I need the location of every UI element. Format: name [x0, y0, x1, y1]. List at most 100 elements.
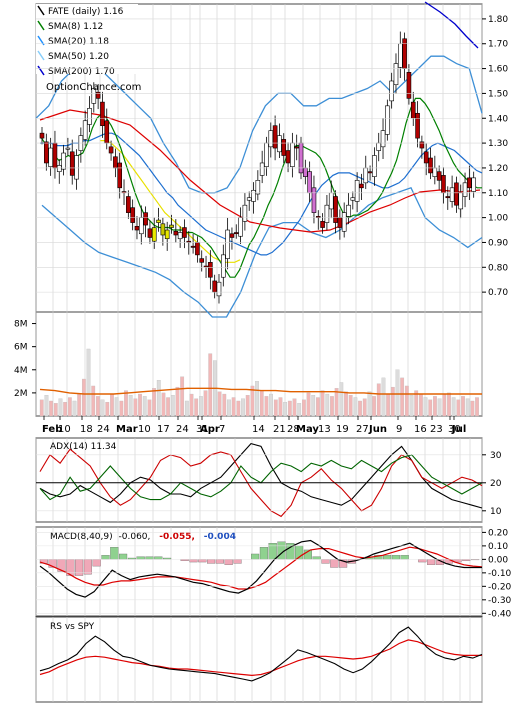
rs-line — [39, 626, 483, 682]
volume-bar — [348, 395, 353, 417]
macd-histogram-bar — [136, 556, 145, 560]
volume-bar — [147, 399, 152, 417]
y-tick-label: 0.00 — [488, 555, 508, 565]
y-tick-label: 0.10 — [488, 542, 508, 552]
candle — [285, 150, 291, 164]
volume-bar — [142, 396, 147, 417]
volume-bar — [105, 401, 110, 417]
volume-bar — [372, 396, 376, 417]
macd-histogram-bar — [330, 559, 339, 568]
volume-bar — [110, 393, 114, 417]
macd-y-axis: 0.20 0.10 0.00 -0.10 -0.20 -0.30 -0.40 — [36, 528, 512, 619]
volume-bar — [301, 399, 306, 417]
legend-swatch — [37, 65, 45, 76]
macd-histogram-bar — [233, 559, 242, 564]
candle — [65, 147, 71, 150]
candle — [385, 105, 390, 135]
candle — [341, 212, 347, 232]
candle — [363, 167, 369, 184]
macd-histogram-bar — [251, 553, 260, 560]
x-tick-label: 30 — [448, 424, 461, 435]
macd-histogram-bar — [145, 556, 154, 560]
macd-histogram-bar — [259, 547, 268, 560]
volume-bar — [227, 399, 231, 417]
volume-bar — [222, 393, 227, 417]
macd-histogram-bar — [400, 555, 409, 560]
volume-bar — [353, 397, 358, 417]
candle — [156, 219, 161, 223]
volume-bar — [81, 378, 86, 417]
y-tick-label: 4M — [14, 366, 28, 376]
volume-bar — [58, 398, 63, 417]
volume-panel — [39, 348, 482, 417]
macd-histogram-bar — [391, 555, 400, 560]
candle — [423, 151, 429, 164]
volume-bar — [456, 399, 461, 417]
candle — [346, 204, 351, 217]
candle — [216, 281, 222, 297]
candle — [104, 120, 110, 144]
candle — [126, 196, 131, 213]
candle — [151, 227, 157, 242]
candle — [333, 196, 338, 223]
volume-bar — [53, 403, 58, 417]
volume-bar — [358, 400, 362, 417]
volume-bar — [96, 396, 100, 417]
candle — [354, 180, 360, 202]
volume-bar — [114, 397, 119, 417]
y-tick-label: 0.90 — [488, 238, 508, 248]
candle — [458, 192, 464, 210]
legend-swatch — [37, 20, 45, 31]
candle — [255, 180, 261, 195]
y-tick-label: 2M — [14, 389, 28, 399]
macd-histogram-bar — [312, 556, 321, 560]
macd-histogram-bar — [119, 553, 128, 560]
volume-bar — [287, 400, 292, 417]
candle — [393, 63, 399, 86]
x-tick-label: 24 — [97, 424, 110, 435]
volume-bar — [330, 396, 334, 417]
candle — [190, 245, 196, 248]
volume-bar — [86, 348, 91, 417]
volume-bar — [475, 397, 479, 417]
candle — [303, 167, 308, 177]
candle — [467, 177, 472, 189]
y-tick-label: 0.70 — [488, 288, 508, 298]
y-tick-label: 1.50 — [488, 89, 508, 99]
candle — [350, 197, 356, 201]
rs-label: RS vs SPY — [50, 622, 95, 632]
candle — [182, 227, 187, 238]
candle — [177, 232, 183, 240]
y-tick-label: 1.00 — [488, 214, 508, 224]
x-tick-label: 13 — [318, 424, 331, 435]
x-tick-label: Apr — [200, 424, 220, 435]
volume-bar — [49, 400, 53, 417]
y-tick-label: -0.40 — [488, 609, 512, 619]
volume-bar — [325, 393, 330, 417]
volume-bar — [77, 393, 82, 417]
sma8-line — [39, 97, 482, 278]
volume-bar — [245, 395, 250, 417]
candle — [130, 207, 135, 223]
volume-bar — [156, 380, 161, 417]
candle — [208, 262, 213, 278]
volume-bar — [166, 397, 171, 417]
volume-bar — [217, 391, 222, 417]
candle — [44, 141, 49, 164]
volume-bar — [442, 393, 447, 417]
macd-histogram-bar — [224, 559, 233, 565]
x-tick-label: Jun — [368, 424, 387, 435]
candle — [277, 135, 282, 153]
volume-bar — [311, 395, 316, 417]
volume-bar — [283, 401, 288, 417]
x-tick-label: 16 — [414, 424, 427, 435]
candle — [359, 183, 364, 189]
legend-entry: SMA(50) 1.20 — [48, 52, 109, 62]
x-tick-label: 19 — [336, 424, 349, 435]
macd-label: MACD(8,40,9) -0.060, -0.055, -0.004 — [50, 532, 236, 542]
candle — [311, 187, 317, 213]
volume-bar — [334, 388, 339, 417]
legend-entry: SMA(20) 1.18 — [48, 37, 109, 47]
y-tick-label: 0.20 — [488, 528, 508, 538]
volume-bar — [100, 399, 105, 417]
